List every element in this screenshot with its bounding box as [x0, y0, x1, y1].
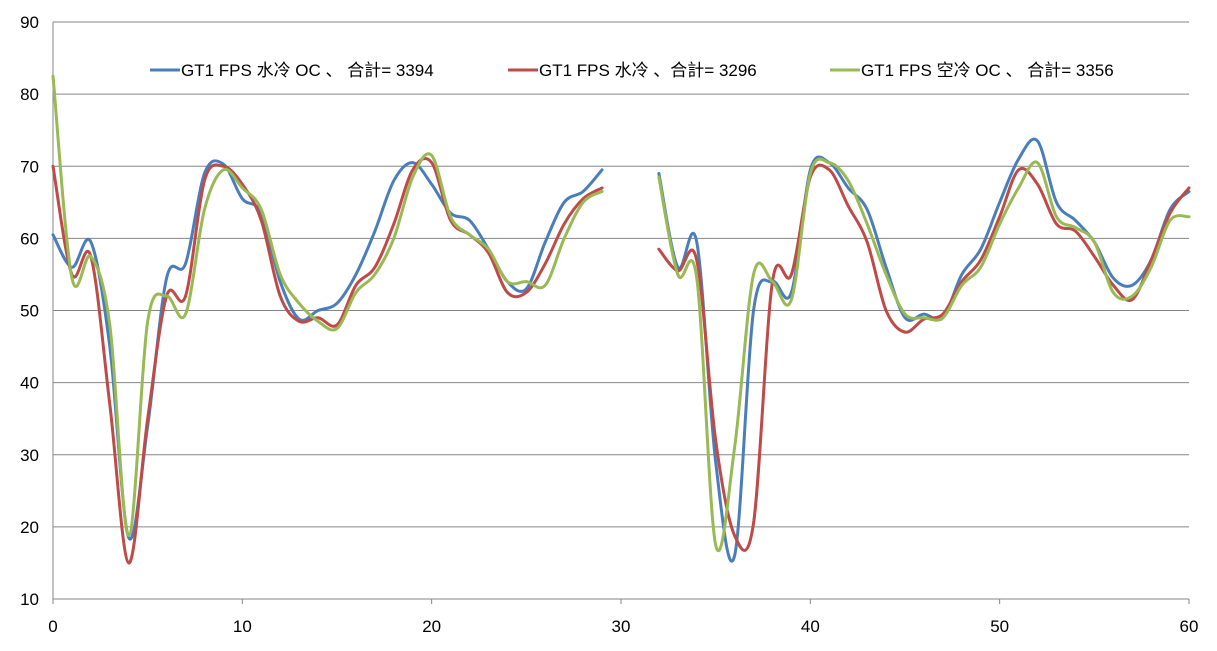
x-tick-label: 30 — [612, 617, 631, 636]
y-tick-label: 40 — [20, 374, 39, 393]
y-tick-label: 50 — [20, 302, 39, 321]
series-3-line — [51, 74, 604, 538]
series-3-line — [657, 157, 1191, 553]
y-tick-label: 70 — [20, 157, 39, 176]
x-tick-label: 0 — [48, 617, 57, 636]
x-tick-label: 20 — [422, 617, 441, 636]
axes: 10 20 30 40 50 60 70 80 90 0 10 20 30 40 50 60 — [20, 13, 1198, 636]
series-lines — [51, 74, 1191, 565]
series-2 — [51, 157, 1191, 565]
legend: GT1 FPS 水冷 OC 、 合計= 3394 GT1 FPS 水冷 、合計= … — [150, 61, 1114, 80]
series-2-line — [657, 163, 1191, 552]
legend-label: GT1 FPS 水冷 、合計= 3296 — [539, 61, 757, 80]
series-3 — [51, 74, 1191, 553]
legend-label: GT1 FPS 空冷 OC 、 合計= 3356 — [861, 61, 1114, 80]
y-tick-label: 30 — [20, 446, 39, 465]
legend-item: GT1 FPS 水冷 OC 、 合計= 3394 — [150, 61, 434, 80]
legend-label: GT1 FPS 水冷 OC 、 合計= 3394 — [181, 61, 434, 80]
x-tick-label: 10 — [233, 617, 252, 636]
legend-item: GT1 FPS 水冷 、合計= 3296 — [508, 61, 757, 80]
x-tick-label: 40 — [801, 617, 820, 636]
x-tick-label: 50 — [990, 617, 1009, 636]
y-tick-label: 20 — [20, 518, 39, 537]
x-tick-label: 60 — [1180, 617, 1199, 636]
y-tick-label: 90 — [20, 13, 39, 32]
legend-item: GT1 FPS 空冷 OC 、 合計= 3356 — [830, 61, 1114, 80]
y-tick-label: 60 — [20, 229, 39, 248]
series-2-line — [51, 157, 604, 565]
gridlines — [53, 21, 1189, 528]
y-tick-label: 10 — [20, 590, 39, 609]
y-tick-label: 80 — [20, 85, 39, 104]
